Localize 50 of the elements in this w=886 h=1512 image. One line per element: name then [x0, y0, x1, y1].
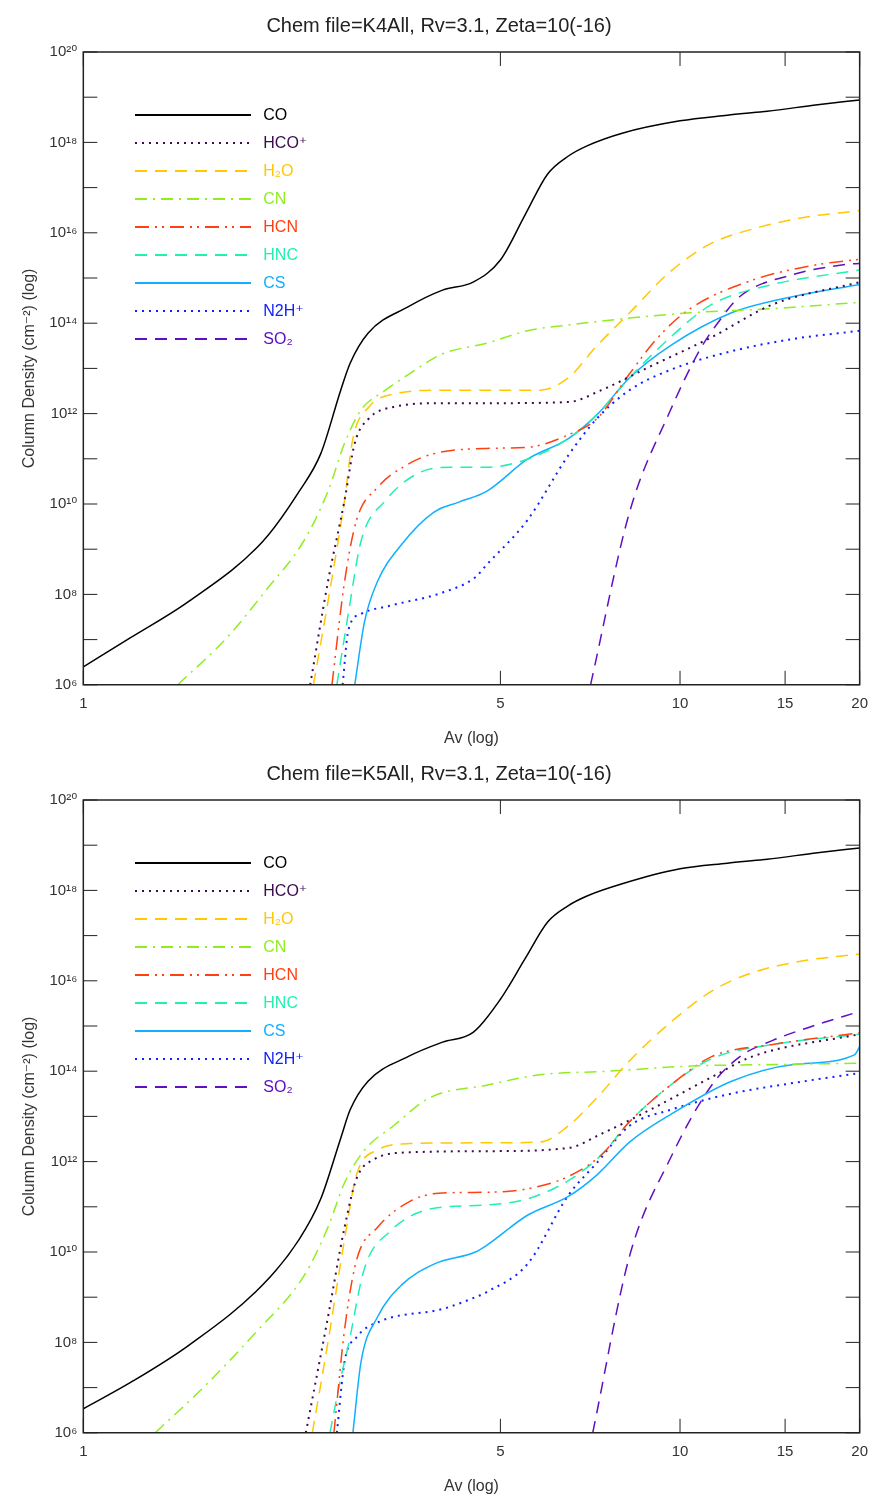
chart-title: Chem file=K4All, Rv=3.1, Zeta=10(-16)	[266, 13, 612, 36]
x-tick-label: 20	[851, 693, 868, 711]
text: CN	[263, 189, 287, 209]
text: SO₂	[263, 1077, 293, 1097]
text: N2H⁺	[263, 1049, 304, 1069]
text: CS	[263, 273, 286, 293]
text: CN	[263, 937, 287, 957]
text: HCO⁺	[263, 881, 308, 901]
text: CO	[263, 853, 288, 873]
text: HCN	[263, 217, 298, 237]
x-tick-label: 10	[671, 693, 689, 711]
y-tick-label: 10¹⁰	[49, 494, 78, 512]
y-tick-label: 10¹⁸	[49, 880, 78, 898]
text: SO₂	[263, 329, 293, 349]
x-tick-label: 1	[79, 1441, 88, 1459]
x-tick-label: 5	[496, 1441, 505, 1459]
x-tick-label: 5	[496, 693, 505, 711]
y-tick-label: 10¹⁴	[49, 313, 78, 331]
x-tick-label: 1	[79, 693, 88, 711]
text: H₂O	[263, 161, 294, 181]
y-tick-label: 10²⁰	[49, 42, 78, 60]
text: HCN	[263, 965, 298, 985]
text: CO	[263, 105, 288, 125]
y-tick-label: 10¹²	[50, 403, 78, 421]
y-tick-label: 10¹²	[50, 1151, 78, 1169]
y-tick-label: 10⁶	[54, 674, 78, 692]
y-tick-label: 10²⁰	[49, 790, 78, 808]
x-tick-label: 15	[776, 693, 794, 711]
x-axis-title: Av (log)	[444, 1476, 499, 1494]
text: N2H⁺	[263, 301, 304, 321]
y-tick-label: 10¹⁶	[49, 970, 78, 988]
x-tick-label: 20	[851, 1441, 868, 1459]
y-tick-label: 10¹⁴	[49, 1061, 78, 1079]
y-tick-label: 10¹⁰	[49, 1242, 78, 1260]
y-tick-label: 10⁸	[54, 584, 78, 602]
y-axis-title: Column Density (cm⁻²) (log)	[20, 1016, 38, 1217]
x-axis-title: Av (log)	[444, 728, 499, 746]
y-tick-label: 10¹⁶	[49, 222, 78, 240]
text: HNC	[263, 993, 298, 1013]
text: H₂O	[263, 909, 294, 929]
y-tick-label: 10⁸	[54, 1332, 78, 1350]
text: HCO⁺	[263, 133, 308, 153]
text: HNC	[263, 245, 298, 265]
y-tick-label: 10⁶	[54, 1422, 78, 1440]
text: CS	[263, 1021, 286, 1041]
chart-title: Chem file=K5All, Rv=3.1, Zeta=10(-16)	[266, 761, 612, 784]
x-tick-label: 10	[671, 1441, 689, 1459]
y-axis-title: Column Density (cm⁻²) (log)	[20, 268, 38, 469]
y-tick-label: 10¹⁸	[49, 132, 78, 150]
x-tick-label: 15	[776, 1441, 794, 1459]
